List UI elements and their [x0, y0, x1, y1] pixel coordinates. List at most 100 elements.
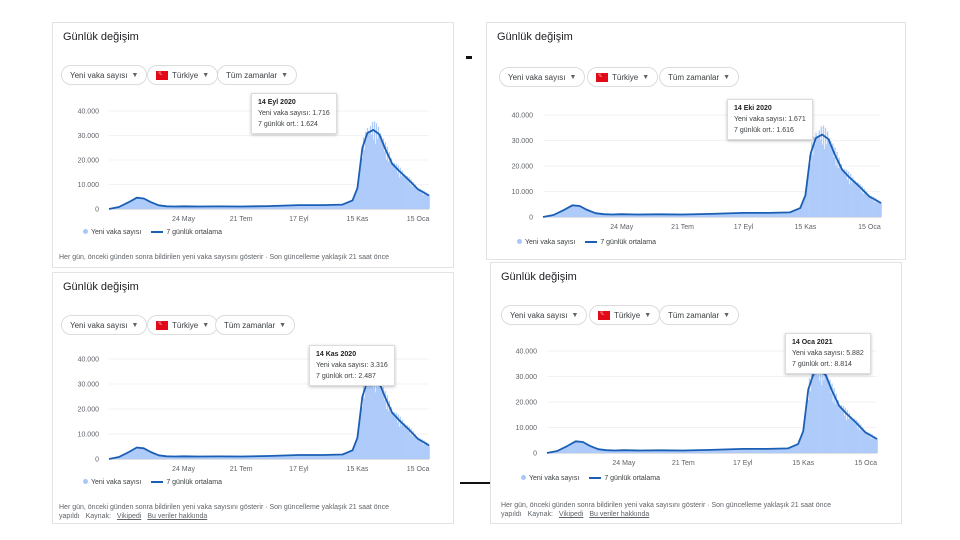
daily-bar — [365, 139, 368, 209]
metric-dropdown[interactable]: Yeni vaka sayısı ▼ — [61, 315, 148, 335]
daily-bar — [754, 448, 756, 453]
legend-avg: 7 günlük ortalama — [585, 239, 656, 246]
period-dropdown[interactable]: Tüm zamanlar ▼ — [215, 315, 296, 335]
daily-bar — [172, 206, 174, 209]
cases-chart[interactable]: 0 10.000 20.000 30.000 40.000 24 May 21 Tem 17 … — [53, 349, 454, 479]
daily-bar — [696, 214, 699, 217]
daily-bar — [566, 445, 569, 453]
caret-down-icon: ▼ — [644, 311, 652, 319]
daily-bar — [586, 209, 588, 217]
daily-bar — [607, 450, 610, 453]
daily-bar — [789, 212, 791, 217]
daily-bar — [357, 180, 360, 209]
daily-bar — [374, 143, 377, 209]
daily-bar — [139, 198, 141, 209]
daily-bar — [172, 456, 174, 459]
daily-bar — [715, 449, 717, 453]
daily-bar — [744, 448, 746, 453]
daily-bar — [739, 449, 741, 453]
daily-bar — [648, 214, 650, 217]
daily-bar — [705, 450, 707, 453]
period-dropdown[interactable]: Tüm zamanlar ▼ — [659, 67, 740, 87]
daily-bar — [245, 456, 247, 459]
daily-bar — [359, 168, 362, 209]
daily-bar — [303, 205, 305, 209]
daily-bar — [628, 450, 630, 453]
metric-dropdown[interactable]: Yeni vaka sayısı ▼ — [499, 67, 586, 87]
footer-text: Her gün, önceki günden sonra bildirilen … — [501, 502, 831, 509]
daily-bar — [736, 449, 738, 453]
daily-bar — [841, 410, 843, 453]
daily-bar — [607, 214, 609, 217]
daily-bar — [212, 206, 215, 209]
tooltip-cases: Yeni vaka sayısı: 5.882 — [792, 350, 864, 357]
daily-bar — [799, 208, 801, 217]
daily-bar — [293, 455, 295, 459]
about-data-link[interactable]: Bu veriler hakkında — [147, 513, 208, 520]
daily-bar — [564, 209, 566, 217]
daily-bar — [266, 456, 268, 459]
series-line-7-day-average — [542, 133, 882, 218]
daily-bar — [712, 449, 714, 453]
y-tick-label: 30.000 — [516, 374, 538, 381]
daily-bar — [328, 204, 330, 209]
daily-bar — [558, 212, 560, 217]
wikipedia-link[interactable]: Vikipedi — [116, 513, 142, 520]
daily-bar — [234, 206, 237, 209]
x-tick-label: 17 Eyl — [289, 466, 309, 473]
daily-bar — [831, 147, 833, 217]
daily-bar — [287, 205, 289, 209]
daily-bar — [424, 444, 426, 459]
caret-down-icon: ▼ — [279, 321, 287, 329]
daily-bar — [205, 456, 208, 459]
daily-bar — [719, 213, 722, 217]
country-dropdown[interactable]: Türkiye▼ — [589, 305, 661, 325]
daily-bar — [720, 213, 723, 217]
period-dropdown[interactable]: Tüm zamanlar ▼ — [217, 65, 298, 85]
x-tick-label: 21 Tem — [671, 224, 694, 231]
daily-bar — [216, 456, 219, 459]
daily-bar — [185, 206, 187, 209]
daily-bar — [723, 213, 725, 217]
daily-bar — [841, 169, 843, 217]
daily-bar — [152, 452, 154, 459]
legend-avg-label: 7 günlük ortalama — [604, 475, 660, 482]
about-data-link[interactable]: Bu veriler hakkında — [589, 511, 650, 518]
daily-bar — [818, 362, 820, 453]
cases-chart[interactable]: 0 10.000 20.000 30.000 40.000 24 May 21 Tem 17 … — [487, 105, 906, 237]
daily-bar — [630, 450, 632, 453]
x-tick-label: 24 May — [172, 216, 195, 223]
daily-bar — [574, 441, 576, 453]
wikipedia-link[interactable]: Vikipedi — [558, 511, 584, 518]
daily-bar — [781, 448, 783, 453]
daily-bar — [302, 205, 304, 209]
daily-bar — [321, 205, 323, 209]
daily-bar — [134, 448, 136, 459]
daily-bar — [177, 456, 179, 459]
caret-down-icon: ▼ — [202, 321, 210, 329]
daily-bar — [275, 455, 277, 459]
period-dropdown[interactable]: Tüm zamanlar ▼ — [659, 305, 740, 325]
daily-bar — [382, 386, 385, 459]
daily-bar — [226, 206, 229, 209]
daily-bar — [225, 456, 228, 459]
caret-down-icon: ▼ — [723, 311, 731, 319]
daily-bar — [283, 205, 285, 209]
daily-bar — [311, 205, 313, 209]
daily-bar — [818, 130, 820, 217]
daily-bar — [405, 426, 407, 459]
metric-dropdown[interactable]: Yeni vaka sayısı ▼ — [501, 305, 588, 325]
daily-bar — [643, 214, 645, 217]
cases-chart[interactable]: 0 10.000 20.000 30.000 40.000 24 May 21 Tem 17 … — [53, 101, 454, 229]
country-dropdown[interactable]: Türkiye▼ — [147, 65, 219, 85]
daily-bar — [151, 452, 153, 459]
daily-bar — [802, 430, 805, 453]
country-dropdown[interactable]: Türkiye▼ — [147, 315, 219, 335]
country-dropdown[interactable]: Türkiye▼ — [587, 67, 659, 87]
daily-bar — [714, 449, 716, 453]
metric-dropdown[interactable]: Yeni vaka sayısı ▼ — [61, 65, 148, 85]
daily-bar — [710, 213, 712, 217]
daily-bar — [745, 212, 747, 217]
daily-bar — [242, 456, 244, 459]
legend-avg: 7 günlük ortalama — [589, 475, 660, 482]
